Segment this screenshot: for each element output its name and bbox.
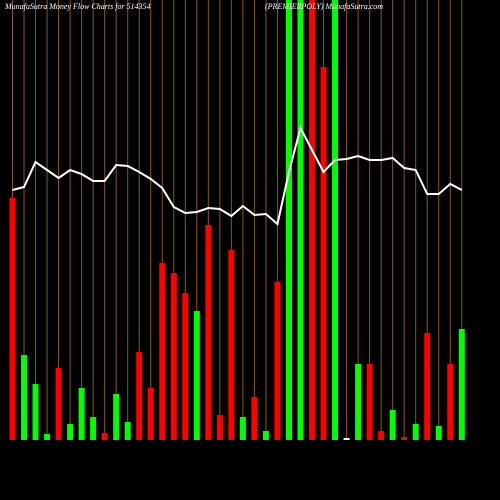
bar	[447, 364, 454, 440]
bar	[78, 388, 85, 440]
bar	[32, 384, 39, 440]
bar	[9, 198, 16, 440]
bar	[435, 426, 442, 440]
bar	[216, 415, 223, 440]
bar	[355, 364, 362, 440]
bar	[274, 282, 281, 440]
bar	[378, 431, 385, 440]
bar	[320, 67, 327, 440]
bar	[205, 225, 212, 440]
bar	[124, 422, 131, 440]
chart-subtitle: (PREMIERPOLY) MunafaSutra.com	[265, 2, 383, 11]
bar	[147, 388, 154, 440]
bar	[159, 263, 166, 440]
bar	[101, 433, 108, 440]
chart-title: MunafaSutra Money Flow Charts for 514354	[4, 2, 151, 11]
bar	[44, 434, 51, 440]
bar	[262, 431, 269, 440]
bar	[251, 397, 258, 440]
bar	[136, 352, 143, 440]
bar	[90, 417, 97, 440]
bar	[193, 311, 200, 440]
bar	[309, 0, 316, 440]
bar	[458, 329, 465, 440]
bar	[182, 293, 189, 440]
bar	[332, 0, 339, 440]
bar	[412, 424, 419, 440]
bar	[424, 333, 431, 440]
bar	[170, 273, 177, 440]
bar	[67, 424, 74, 440]
bar	[389, 410, 396, 440]
bar	[401, 437, 408, 440]
flow-line	[12, 125, 463, 226]
bar	[285, 0, 292, 440]
bar	[21, 355, 28, 440]
bar	[366, 364, 373, 440]
bar	[55, 368, 62, 440]
bar	[297, 0, 304, 440]
bar	[239, 417, 246, 440]
bar	[228, 250, 235, 440]
bar	[113, 394, 120, 440]
bar	[343, 438, 350, 440]
